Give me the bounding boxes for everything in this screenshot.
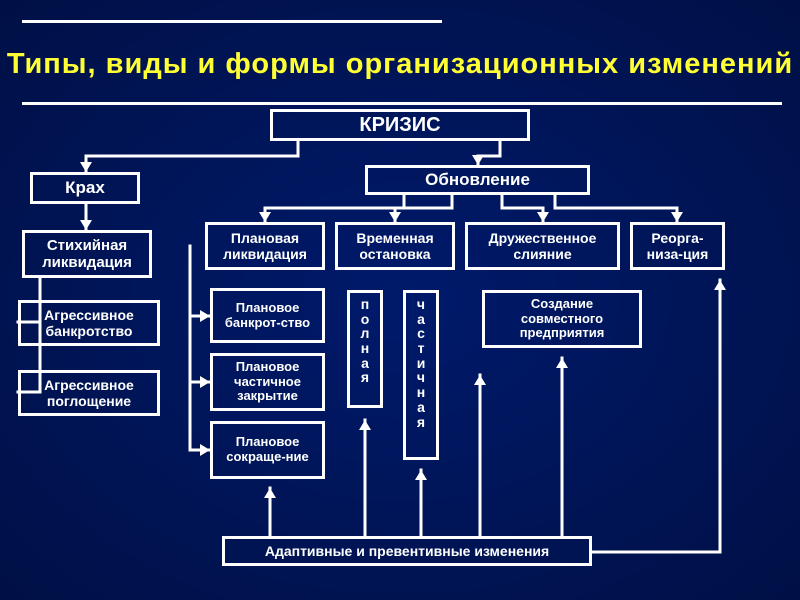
box-reorg: Реорга-низа-ция — [630, 222, 725, 270]
box-krah: Крах — [30, 172, 140, 204]
box-druzh: Дружественное слияние — [465, 222, 620, 270]
box-plan_bank: Плановое банкрот-ство — [210, 288, 325, 343]
box-sozd: Создание совместного предприятия — [482, 290, 642, 348]
page-title: Типы, виды и формы организационных измен… — [0, 48, 800, 81]
box-agr_pogl: Агрессивное поглощение — [18, 370, 160, 416]
box-stih: Стихийная ликвидация — [22, 230, 152, 278]
box-plan_liq: Плановая ликвидация — [205, 222, 325, 270]
vtext-polnaya: полная — [347, 290, 383, 408]
box-vrem_ost: Временная остановка — [335, 222, 455, 270]
box-krizis: КРИЗИС — [270, 109, 530, 141]
box-plan_chz: Плановое частичное закрытие — [210, 353, 325, 411]
vtext-chastich: частичная — [403, 290, 439, 460]
top-divider-1 — [22, 20, 442, 23]
box-agr_bank: Агрессивное банкротство — [18, 300, 160, 346]
top-divider-2 — [22, 102, 782, 105]
box-obnov: Обновление — [365, 165, 590, 195]
box-plan_sokr: Плановое сокраще-ние — [210, 421, 325, 479]
box-adapt: Адаптивные и превентивные изменения — [222, 536, 592, 566]
